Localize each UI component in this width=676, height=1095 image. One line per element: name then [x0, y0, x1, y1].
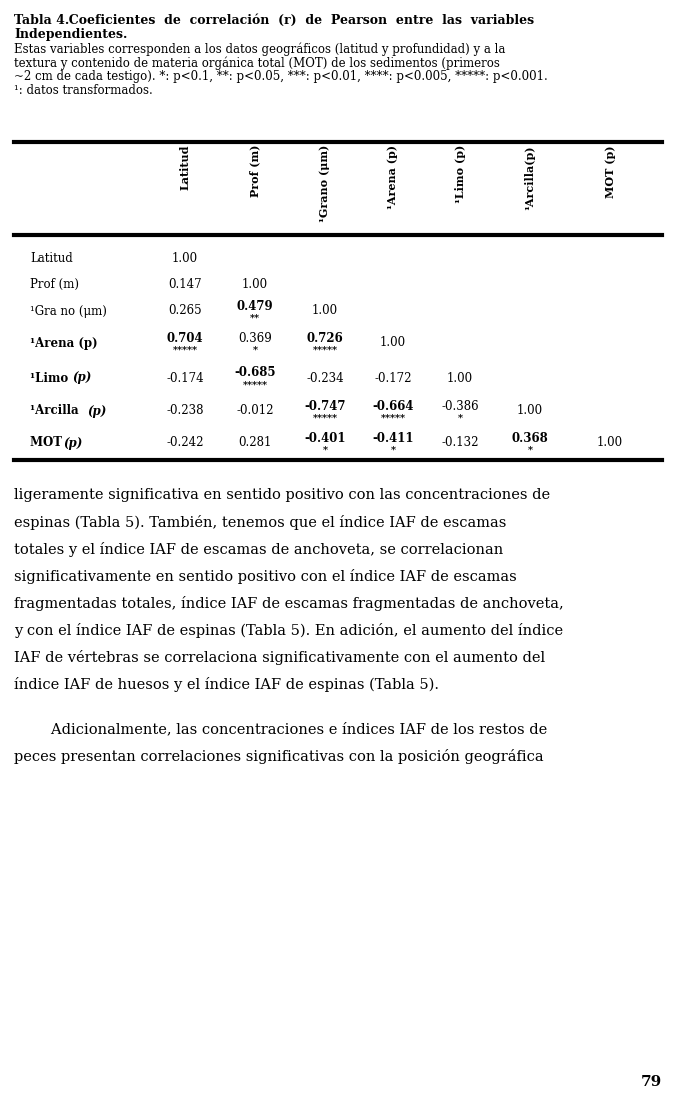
Text: Tabla 4.: Tabla 4.: [14, 14, 69, 27]
Text: ligeramente significativa en sentido positivo con las concentraciones de: ligeramente significativa en sentido pos…: [14, 488, 550, 502]
Text: -0.172: -0.172: [375, 371, 412, 384]
Text: -0.747: -0.747: [304, 400, 345, 413]
Text: 1.00: 1.00: [242, 277, 268, 290]
Text: *: *: [391, 446, 395, 454]
Text: MOT (p): MOT (p): [604, 145, 616, 197]
Text: ¹Limo: ¹Limo: [30, 371, 72, 384]
Text: ¹Gra no (μm): ¹Gra no (μm): [30, 304, 107, 318]
Text: *: *: [253, 346, 258, 355]
Text: (p): (p): [63, 437, 82, 450]
Text: *: *: [458, 414, 462, 423]
Text: ~2 cm de cada testigo). *: p<0.1, **: p<0.05, ***: p<0.01, ****: p<0.005, *****:: ~2 cm de cada testigo). *: p<0.1, **: p<…: [14, 70, 548, 83]
Text: ¹Arcilla(p): ¹Arcilla(p): [525, 145, 535, 209]
Text: ¹Arcilla: ¹Arcilla: [30, 404, 82, 417]
Text: 0.265: 0.265: [168, 304, 202, 318]
Text: 0.369: 0.369: [238, 332, 272, 345]
Text: y con el índice IAF de espinas (Tabla 5). En adición, el aumento del índice: y con el índice IAF de espinas (Tabla 5)…: [14, 623, 563, 638]
Text: Coeficientes  de  correlación  (r)  de  Pearson  entre  las  variables: Coeficientes de correlación (r) de Pears…: [60, 14, 534, 27]
Text: -0.401: -0.401: [304, 431, 345, 445]
Text: -0.411: -0.411: [372, 431, 414, 445]
Text: 1.00: 1.00: [447, 371, 473, 384]
Text: Estas variables corresponden a los datos geográficos (latitud y profundidad) y a: Estas variables corresponden a los datos…: [14, 42, 506, 56]
Text: -0.664: -0.664: [372, 400, 414, 413]
Text: **: **: [250, 313, 260, 323]
Text: 0.704: 0.704: [167, 332, 203, 345]
Text: 1.00: 1.00: [517, 404, 543, 417]
Text: -0.132: -0.132: [441, 437, 479, 450]
Text: índice IAF de huesos y el índice IAF de espinas (Tabla 5).: índice IAF de huesos y el índice IAF de …: [14, 677, 439, 692]
Text: 0.281: 0.281: [239, 437, 272, 450]
Text: 0.147: 0.147: [168, 277, 202, 290]
Text: ¹Arena (p): ¹Arena (p): [30, 336, 97, 349]
Text: *: *: [527, 446, 533, 454]
Text: 1.00: 1.00: [172, 252, 198, 265]
Text: textura y contenido de materia orgánica total (MOT) de los sedimentos (primeros: textura y contenido de materia orgánica …: [14, 56, 500, 69]
Text: Independientes.: Independientes.: [14, 28, 127, 41]
Text: 79: 79: [641, 1075, 662, 1090]
Text: -0.234: -0.234: [306, 371, 344, 384]
Text: Adicionalmente, las concentraciones e índices IAF de los restos de: Adicionalmente, las concentraciones e ín…: [14, 722, 548, 736]
Text: 0.368: 0.368: [512, 431, 548, 445]
Text: fragmentadas totales, índice IAF de escamas fragmentadas de anchoveta,: fragmentadas totales, índice IAF de esca…: [14, 596, 564, 611]
Text: significativamente en sentido positivo con el índice IAF de escamas: significativamente en sentido positivo c…: [14, 569, 516, 584]
Text: MOT: MOT: [30, 437, 66, 450]
Text: Prof (m): Prof (m): [249, 145, 260, 197]
Text: (p): (p): [72, 371, 91, 384]
Text: *****: *****: [312, 414, 337, 423]
Text: Prof (m): Prof (m): [30, 277, 79, 290]
Text: *****: *****: [381, 414, 406, 423]
Text: 1.00: 1.00: [597, 437, 623, 450]
Text: ¹Limo (p): ¹Limo (p): [454, 145, 466, 204]
Text: *****: *****: [312, 346, 337, 355]
Text: espinas (Tabla 5). También, tenemos que el índice IAF de escamas: espinas (Tabla 5). También, tenemos que …: [14, 515, 506, 530]
Text: 0.479: 0.479: [237, 300, 273, 312]
Text: (p): (p): [87, 404, 106, 417]
Text: -0.386: -0.386: [441, 400, 479, 413]
Text: -0.012: -0.012: [236, 404, 274, 417]
Text: 0.726: 0.726: [307, 332, 343, 345]
Text: -0.242: -0.242: [166, 437, 203, 450]
Text: Latitud: Latitud: [30, 252, 73, 265]
Text: peces presentan correlaciones significativas con la posición geográfica: peces presentan correlaciones significat…: [14, 749, 544, 764]
Text: 1.00: 1.00: [380, 336, 406, 349]
Text: ¹Arena (p): ¹Arena (p): [387, 145, 398, 209]
Text: totales y el índice IAF de escamas de anchoveta, se correlacionan: totales y el índice IAF de escamas de an…: [14, 542, 503, 557]
Text: IAF de vértebras se correlaciona significativamente con el aumento del: IAF de vértebras se correlaciona signifi…: [14, 650, 545, 665]
Text: *: *: [322, 446, 327, 454]
Text: 1.00: 1.00: [312, 304, 338, 318]
Text: -0.238: -0.238: [166, 404, 203, 417]
Text: ¹: datos transformados.: ¹: datos transformados.: [14, 84, 153, 97]
Text: ¹Grano (μm): ¹Grano (μm): [320, 145, 331, 222]
Text: *****: *****: [243, 380, 268, 390]
Text: *****: *****: [172, 346, 197, 355]
Text: Latitud: Latitud: [180, 145, 191, 191]
Text: -0.174: -0.174: [166, 371, 203, 384]
Text: -0.685: -0.685: [235, 367, 276, 380]
